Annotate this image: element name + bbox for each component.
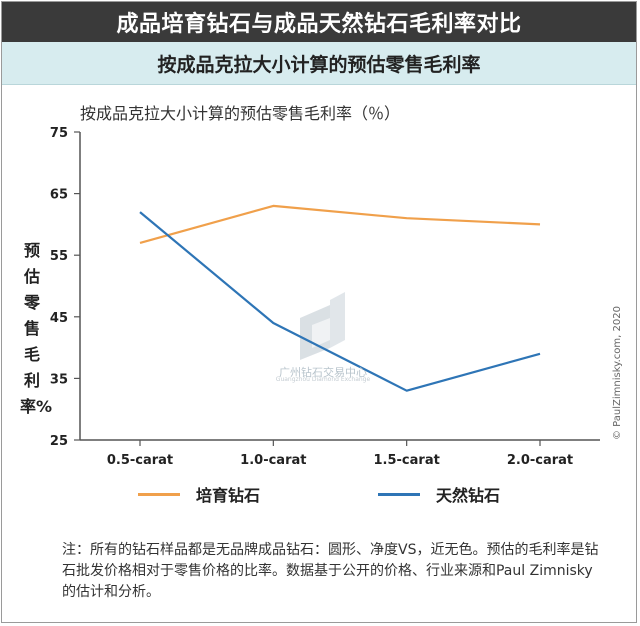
chart-axes: 25 35 45 55 65 75 0.5-carat 1.0-carat 1.5-carat 2… — [50, 126, 600, 468]
y-tick-label: 25 — [50, 434, 68, 449]
legend-label-lab-grown: 培育钻石 — [196, 486, 261, 505]
page-title: 成品培育钻石与成品天然钻石毛利率对比 — [2, 2, 636, 42]
x-tick-label: 2.0-carat — [507, 453, 573, 468]
page-subtitle: 按成品克拉大小计算的预估零售毛利率 — [2, 42, 636, 85]
watermark-text: 广州钻石交易中心 — [279, 366, 367, 379]
y-tick-label: 35 — [50, 372, 68, 387]
legend-swatch-lab-grown — [138, 492, 180, 496]
x-tick-label: 1.5-carat — [374, 453, 440, 468]
copyright-text: © PaulZimnisky.com, 2020 — [612, 306, 623, 440]
legend-label-natural: 天然钻石 — [436, 486, 501, 505]
y-tick-label: 75 — [50, 126, 68, 141]
series-line-lab-grown — [139, 204, 541, 244]
y-tick-label: 45 — [50, 311, 68, 326]
chart-title: 按成品克拉大小计算的预估零售毛利率（％） — [80, 104, 401, 123]
footnote: 注：所有的钻石样品都是无品牌成品钻石：圆形、净度VS，近无色。预估的毛利率是钻石… — [62, 542, 599, 600]
y-tick-label: 65 — [50, 188, 68, 203]
series-lines — [139, 204, 541, 392]
watermark-logo-icon — [300, 292, 345, 360]
legend-swatch-natural — [378, 492, 420, 496]
legend-item-lab-grown: 培育钻石 — [138, 482, 260, 506]
y-tick-label: 55 — [50, 249, 68, 264]
series-line-natural — [139, 211, 541, 392]
x-tick-label: 1.0-carat — [240, 453, 306, 468]
y-axis-label: 预估零售毛利率% — [20, 241, 53, 416]
legend-item-natural: 天然钻石 — [378, 482, 500, 506]
x-tick-label: 0.5-carat — [107, 453, 173, 468]
watermark-subtext: Guangzhou Diamond Exchange — [275, 376, 371, 383]
